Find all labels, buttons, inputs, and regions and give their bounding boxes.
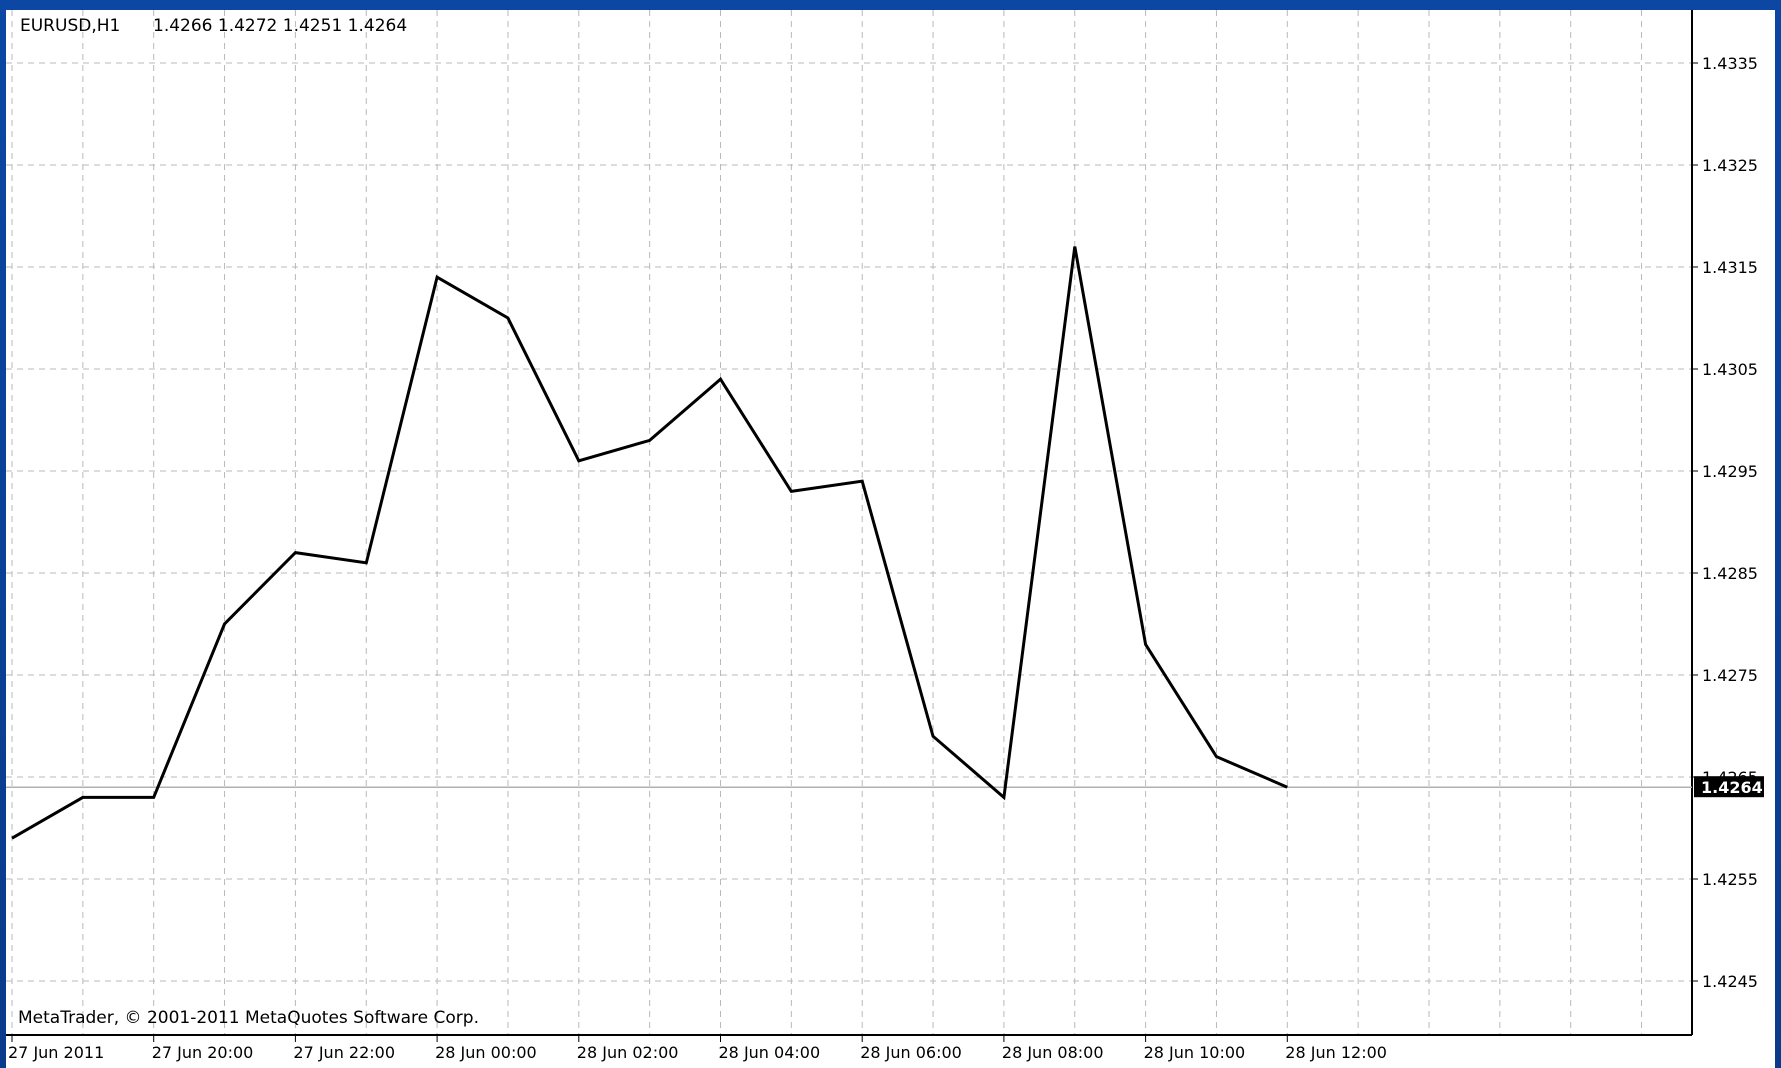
price-tick-label: 1.4245: [1702, 972, 1758, 991]
price-point: [434, 274, 440, 280]
price-tick-label: 1.4315: [1702, 258, 1758, 277]
time-tick-label: 27 Jun 2011: [8, 1043, 104, 1062]
time-tick-label: 27 Jun 22:00: [293, 1043, 395, 1062]
price-point: [788, 488, 794, 494]
price-tick-label: 1.4325: [1702, 156, 1758, 175]
price-point: [151, 794, 157, 800]
price-point: [363, 560, 369, 566]
price-point: [9, 835, 15, 841]
time-tick-label: 28 Jun 12:00: [1285, 1043, 1387, 1062]
price-point: [1072, 244, 1078, 250]
price-point: [576, 458, 582, 464]
ohlc-values: 1.4266 1.4272 1.4251 1.4264: [153, 16, 407, 36]
current-price-background: [1694, 776, 1764, 798]
time-tick-label: 28 Jun 04:00: [719, 1043, 821, 1062]
price-point: [1284, 784, 1290, 790]
time-tick-label: 28 Jun 06:00: [860, 1043, 962, 1062]
price-tick-label: 1.4295: [1702, 462, 1758, 481]
copyright-text: MetaTrader, © 2001-2011 MetaQuotes Softw…: [18, 1008, 479, 1028]
symbol-label: EURUSD,H1: [20, 16, 120, 36]
time-tick-label: 28 Jun 02:00: [577, 1043, 679, 1062]
price-point: [292, 550, 298, 556]
current-price-tag: 1.4264: [1694, 776, 1764, 798]
price-point: [859, 478, 865, 484]
time-tick-label: 28 Jun 00:00: [435, 1043, 537, 1062]
price-chart[interactable]: 1.4335 1.4325 1.4315 1.4305 1.4295 1.4285 1.42…: [6, 10, 1775, 1068]
price-series-line: [11, 246, 1288, 840]
price-point: [505, 315, 511, 321]
price-point: [1213, 754, 1219, 760]
price-scale[interactable]: 1.4335 1.4325 1.4315 1.4305 1.4295 1.4285 1.42…: [1692, 54, 1758, 991]
chart-grid: [6, 10, 1692, 1035]
time-scale[interactable]: 27 Jun 2011 27 Jun 20:00 27 Jun 22:00 28 Ju…: [8, 1035, 1387, 1062]
price-point: [80, 794, 86, 800]
price-point: [930, 733, 936, 739]
time-tick-label: 28 Jun 08:00: [1002, 1043, 1104, 1062]
chart-background: [6, 10, 1775, 1068]
time-tick-label: 27 Jun 20:00: [152, 1043, 254, 1062]
price-tick-label: 1.4285: [1702, 564, 1758, 583]
price-point: [718, 376, 724, 382]
price-tick-label: 1.4275: [1702, 666, 1758, 685]
price-point: [647, 437, 653, 443]
price-tick-label: 1.4255: [1702, 870, 1758, 889]
current-price-label: 1.4264: [1701, 778, 1763, 797]
price-point: [222, 621, 228, 627]
price-point: [1001, 794, 1007, 800]
price-tick-label: 1.4305: [1702, 360, 1758, 379]
chart-window[interactable]: 1.4335 1.4325 1.4315 1.4305 1.4295 1.4285 1.42…: [6, 10, 1775, 1068]
price-point: [1143, 641, 1149, 647]
price-tick-label: 1.4335: [1702, 54, 1758, 73]
time-tick-label: 28 Jun 10:00: [1144, 1043, 1246, 1062]
